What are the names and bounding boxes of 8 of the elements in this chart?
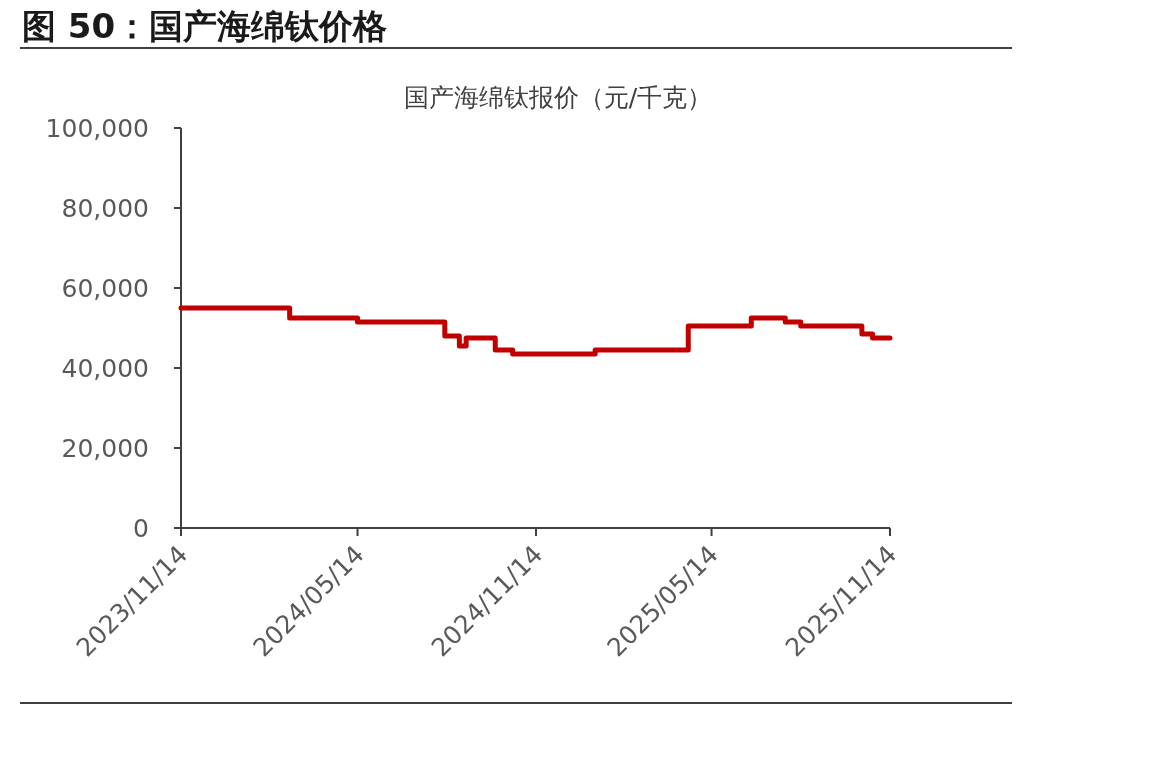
chart-title: 图 50：国产海绵钛价格 (22, 6, 388, 46)
chart-subtitle: 国产海绵钛报价（元/千克） (403, 83, 713, 112)
y-tick-label: 80,000 (61, 194, 149, 223)
y-tick-label: 0 (133, 514, 149, 543)
y-tick-label: 100,000 (45, 114, 149, 143)
y-tick-label: 40,000 (61, 354, 149, 383)
y-tick-label: 60,000 (61, 274, 149, 303)
y-tick-label: 20,000 (61, 434, 149, 463)
